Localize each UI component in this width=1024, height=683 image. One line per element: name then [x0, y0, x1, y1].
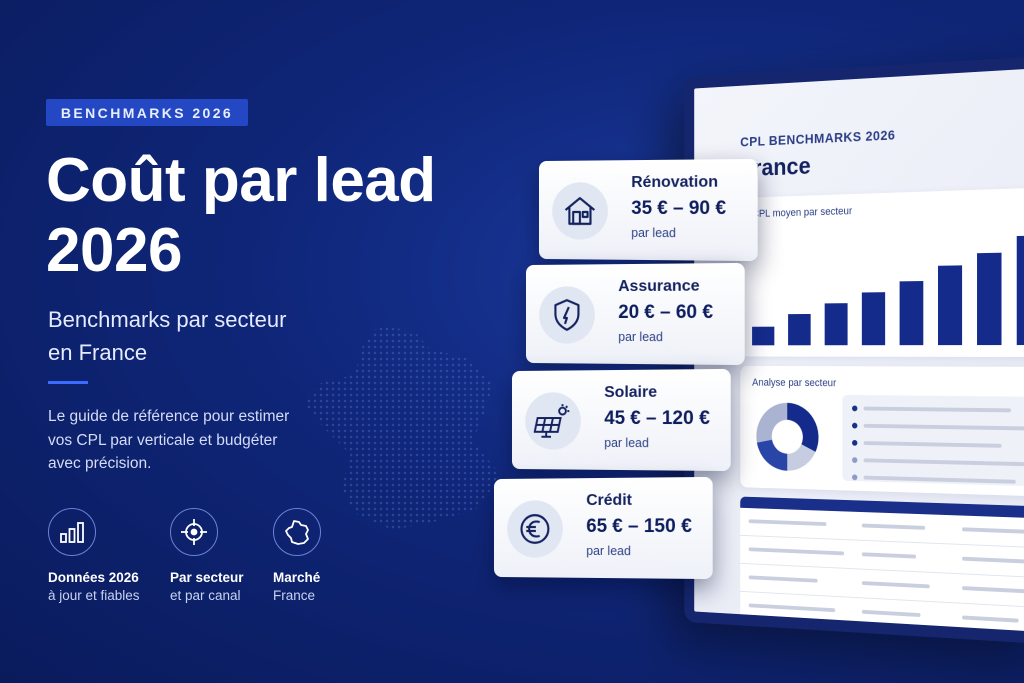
bar [825, 303, 848, 345]
benchmarks-badge: BENCHMARKS 2026 [46, 99, 248, 126]
description-line-3: avec précision. [48, 452, 328, 476]
sector-card-solaire: Solaire 45 € – 120 € par lead [512, 369, 731, 471]
france-map-icon [273, 508, 321, 556]
euro-icon [507, 500, 563, 558]
title-line-1: Coût par lead [46, 146, 526, 216]
title-line-2: 2026 [46, 216, 526, 286]
legend-list [842, 395, 1024, 487]
sector-range: 35 € – 90 € [631, 198, 726, 220]
sector-range: 65 € – 150 € [586, 516, 692, 538]
cpl-bar-chart-card: CPL moyen par secteur [740, 186, 1024, 357]
bar [752, 327, 774, 346]
solar-panel-icon [525, 392, 581, 450]
shield-icon [539, 286, 595, 344]
sector-unit: par lead [631, 226, 676, 240]
description-line-2: vos CPL par verticale et budgéter [48, 429, 328, 453]
sector-unit: par lead [586, 544, 631, 558]
bar-chart-icon [48, 508, 96, 556]
feature-market-france: Marché France [273, 508, 383, 603]
feature-subtitle: France [273, 588, 383, 603]
description-line-1: Le guide de référence pour estimer [48, 405, 328, 429]
bar [900, 281, 924, 345]
subtitle: Benchmarks par secteur en France [48, 303, 368, 369]
accent-divider [48, 381, 88, 384]
sector-name: Rénovation [631, 173, 718, 192]
sector-unit: par lead [604, 436, 649, 450]
sector-name: Crédit [586, 492, 632, 510]
sector-card-renovation: Rénovation 35 € – 90 € par lead [539, 159, 758, 261]
bar [977, 253, 1001, 345]
bar-chart [740, 186, 1024, 357]
bar [862, 292, 885, 345]
donut-slice [757, 439, 787, 470]
feature-title: Marché [273, 570, 383, 585]
feature-subtitle: à jour et fiables [48, 588, 158, 603]
analysis-label: Analyse par secteur [752, 377, 836, 389]
bar [788, 314, 811, 345]
subtitle-line-1: Benchmarks par secteur [48, 303, 368, 336]
dashboard-kicker: CPL BENCHMARKS 2026 [740, 127, 895, 149]
bar [938, 265, 962, 345]
sector-name: Assurance [618, 278, 699, 297]
sector-unit: par lead [618, 330, 663, 344]
target-icon [170, 508, 218, 556]
bar [1017, 235, 1024, 345]
sector-table [740, 497, 1024, 645]
sector-range: 20 € – 60 € [618, 302, 713, 324]
sector-analysis-card: Analyse par secteur [740, 366, 1024, 498]
feature-subtitle: et par canal [170, 588, 280, 603]
sector-name: Solaire [604, 384, 657, 402]
feature-title: Données 2026 [48, 570, 158, 585]
page-title: Coût par lead 2026 [46, 146, 526, 286]
description: Le guide de référence pour estimer vos C… [48, 405, 328, 476]
donut-slice [787, 403, 818, 452]
feature-title: Par secteur [170, 570, 280, 585]
donut-slice [756, 402, 787, 443]
feature-by-sector: Par secteur et par canal [170, 508, 280, 603]
feature-data-2026: Données 2026 à jour et fiables [48, 508, 158, 603]
sector-card-credit: Crédit 65 € – 150 € par lead [494, 477, 713, 579]
sector-card-assurance: Assurance 20 € – 60 € par lead [526, 263, 745, 365]
subtitle-line-2: en France [48, 336, 368, 369]
house-icon [552, 182, 608, 240]
sector-range: 45 € – 120 € [604, 408, 710, 430]
